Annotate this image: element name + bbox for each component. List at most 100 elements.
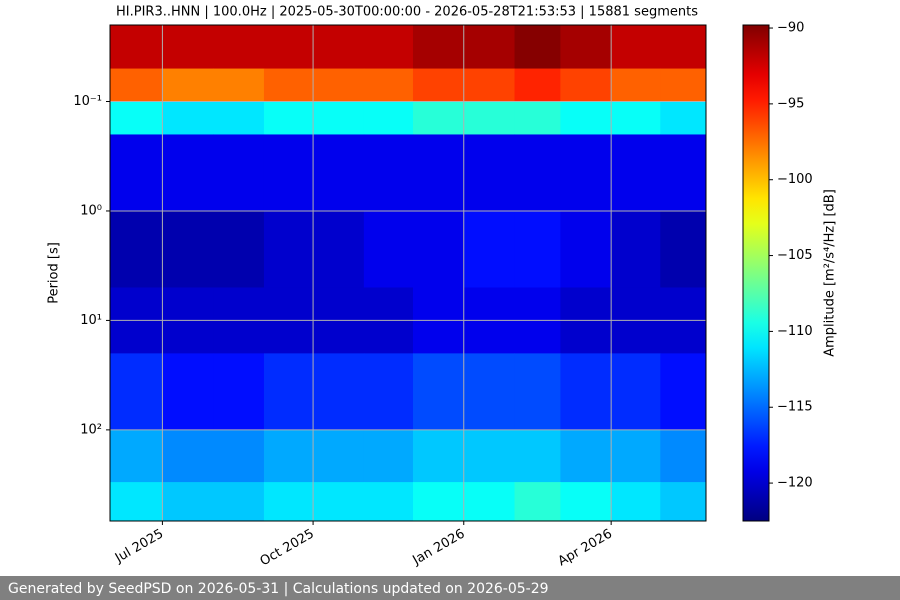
heatmap-cell	[660, 429, 707, 483]
heatmap-cell	[162, 482, 214, 522]
heatmap-cell	[611, 134, 661, 212]
heatmap-cell	[363, 353, 414, 431]
x-tick-label: Jul 2025	[112, 527, 166, 567]
heatmap-cell	[213, 353, 265, 431]
heatmap-cell	[363, 429, 414, 483]
heatmap-cell	[412, 101, 465, 135]
footer-bar	[0, 576, 900, 600]
heatmap-cell	[660, 482, 707, 522]
heatmap-cell	[560, 429, 612, 483]
heatmap-cell	[313, 353, 365, 431]
colorbar	[742, 24, 770, 522]
heatmap-cell	[213, 210, 265, 288]
heatmap-cell	[560, 101, 612, 135]
heatmap-cell	[412, 353, 465, 431]
x-tick-label: Jan 2026	[410, 527, 468, 569]
heatmap-cell	[514, 68, 561, 103]
heatmap-cell	[463, 210, 516, 288]
heatmap-cell	[412, 429, 465, 483]
heatmap-cell	[463, 482, 516, 522]
heatmap-cell	[263, 101, 314, 135]
heatmap-cell	[110, 68, 163, 103]
heatmap-cell	[162, 429, 214, 483]
colorbar-tick-label: −105	[777, 248, 813, 263]
heatmap-cell	[162, 25, 214, 70]
heatmap-cell	[660, 353, 707, 431]
heatmap-cell	[463, 134, 516, 212]
heatmap-cell	[463, 25, 516, 70]
heatmap-cell	[412, 25, 465, 70]
colorbar-tick-label: −110	[777, 324, 813, 339]
colorbar-label: Amplitude [m²/s⁴/Hz] [dB]	[823, 189, 838, 357]
heatmap-cell	[313, 25, 365, 70]
heatmap-cell	[110, 101, 163, 135]
heatmap-cell	[514, 429, 561, 483]
heatmap-cell	[463, 353, 516, 431]
heatmap-cell	[110, 353, 163, 431]
heatmap-cell	[263, 134, 314, 212]
heatmap-cell	[660, 68, 707, 103]
heatmap-cell	[363, 68, 414, 103]
heatmap-cell	[611, 353, 661, 431]
heatmap-cell	[560, 25, 612, 70]
heatmap-cell	[560, 134, 612, 212]
heatmap-cell	[162, 68, 214, 103]
chart-title: HI.PIR3..HNN | 100.0Hz | 2025-05-30T00:0…	[116, 5, 698, 20]
heatmap-cell	[110, 25, 163, 70]
heatmap-cell	[514, 101, 561, 135]
heatmap-cell	[660, 134, 707, 212]
heatmap-cell	[263, 482, 314, 522]
heatmap-cell	[412, 68, 465, 103]
heatmap-cell	[560, 210, 612, 288]
plot-frame	[109, 24, 707, 522]
heatmap-cell	[162, 210, 214, 288]
heatmap-cell	[363, 134, 414, 212]
heatmap-cell	[611, 68, 661, 103]
heatmap-cell	[213, 429, 265, 483]
heatmap-cell	[162, 101, 214, 135]
footer-text: Generated by SeedPSD on 2026-05-31 | Cal…	[8, 581, 549, 597]
heatmap-cell	[660, 210, 707, 288]
heatmap-cell	[363, 101, 414, 135]
heatmap-cell	[412, 134, 465, 212]
y-tick-label: 10⁰	[80, 203, 102, 218]
heatmap-cell	[213, 134, 265, 212]
heatmap-cell	[514, 353, 561, 431]
heatmap-cell	[213, 68, 265, 103]
colorbar-tick-label: −115	[777, 400, 813, 415]
colorbar-tick-label: −95	[777, 96, 804, 111]
y-tick-label: 10⁻¹	[73, 94, 102, 109]
heatmap-cell	[110, 429, 163, 483]
heatmap-cell	[611, 25, 661, 70]
heatmap-cell	[660, 101, 707, 135]
heatmap-cell	[611, 482, 661, 522]
heatmap-cell	[162, 134, 214, 212]
heatmap-cell	[313, 101, 365, 135]
heatmap-cell	[514, 25, 561, 70]
heatmap-cell	[412, 210, 465, 288]
heatmap-cell	[363, 25, 414, 70]
heatmap-cell	[611, 101, 661, 135]
x-tick-label: Oct 2025	[258, 527, 317, 570]
heatmap-cell	[313, 482, 365, 522]
colorbar-tick-label: −120	[777, 476, 813, 491]
colorbar-tick-label: −100	[777, 172, 813, 187]
heatmap-cell	[313, 134, 365, 212]
heatmap-cell	[110, 482, 163, 522]
heatmap-cell	[110, 134, 163, 212]
heatmap-cell	[110, 210, 163, 288]
heatmap-cell	[412, 482, 465, 522]
heatmap-cell	[514, 482, 561, 522]
heatmap-cell	[514, 134, 561, 212]
heatmap-cell	[263, 68, 314, 103]
heatmap-cell	[660, 25, 707, 70]
heatmap-cell	[560, 353, 612, 431]
heatmap-cell	[463, 101, 516, 135]
heatmap-cell	[213, 482, 265, 522]
colorbar-tick-label: −90	[777, 21, 804, 36]
heatmap-cell	[313, 68, 365, 103]
heatmap-cell	[560, 68, 612, 103]
heatmap-cell	[611, 429, 661, 483]
heatmap-cell	[263, 353, 314, 431]
